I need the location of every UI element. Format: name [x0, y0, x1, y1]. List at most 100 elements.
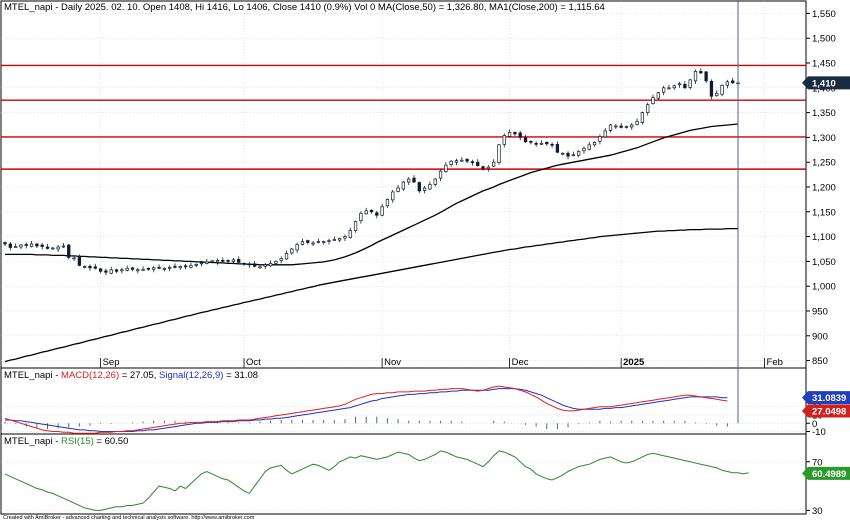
signal-value: = 31.08 — [223, 370, 258, 381]
candle-up — [422, 187, 427, 191]
candle-up — [83, 265, 87, 268]
candle-up — [258, 266, 262, 269]
candle-up — [194, 263, 198, 266]
candle-down — [173, 265, 177, 268]
candle-up — [640, 112, 645, 123]
candle-up — [603, 130, 607, 138]
candle-down — [566, 152, 570, 157]
candle-down — [513, 132, 517, 135]
macd-grid — [1, 406, 806, 432]
candle-up — [152, 267, 156, 270]
candle-up — [486, 166, 491, 169]
candle-down — [114, 269, 119, 272]
rsi-tick-label: 70 — [812, 457, 823, 468]
macd-value: = 27.05, — [119, 370, 159, 381]
candle-down — [481, 166, 485, 169]
candle-up — [667, 87, 671, 90]
candle-up — [136, 269, 140, 272]
candle-down — [545, 141, 549, 145]
candle-down — [619, 125, 623, 128]
signal-label: Signal(12,26,9) — [159, 370, 223, 381]
candle-down — [529, 141, 533, 143]
price-tick-label: 900 — [812, 331, 828, 342]
candle-up — [316, 241, 321, 243]
price-panel-title: MTEL_napi - Daily 2025. 02. 10. Open 140… — [4, 2, 605, 13]
rsi-line — [4, 450, 749, 511]
candle-up — [677, 83, 682, 86]
candle-up — [454, 160, 459, 163]
price-tick-label: 1,200 — [812, 182, 836, 193]
ma50-line — [5, 123, 739, 266]
candle-up — [284, 253, 289, 260]
x-tick-label: 2025 — [623, 357, 645, 368]
candle-down — [523, 137, 528, 143]
candle-up — [608, 124, 613, 131]
moving-averages — [4, 123, 739, 363]
price-tick-label: 1,250 — [812, 158, 836, 169]
candle-down — [104, 270, 108, 273]
candle-down — [704, 71, 708, 82]
candle-down — [8, 243, 12, 248]
candle-up — [693, 71, 698, 82]
candle-up — [401, 181, 406, 190]
candle-down — [40, 244, 44, 247]
candle-up — [168, 266, 172, 269]
price-tick-label: 1,050 — [812, 257, 836, 268]
candle-down — [130, 267, 135, 270]
candle-up — [56, 246, 60, 250]
x-tick-label: Sep — [103, 357, 120, 368]
candle-up — [322, 241, 326, 243]
candle-down — [93, 266, 97, 269]
candle-up — [646, 104, 650, 113]
candle-up — [141, 268, 145, 271]
candle-up — [279, 258, 283, 261]
candle-down — [183, 265, 188, 268]
candle-up — [444, 164, 448, 172]
candle-up — [715, 92, 719, 97]
candle-up — [539, 142, 544, 145]
rsi-line — [4, 450, 749, 511]
candle-up — [72, 257, 76, 260]
candle-down — [470, 161, 475, 164]
candle-up — [13, 246, 18, 248]
candle-up — [497, 144, 501, 164]
candle-down — [237, 259, 241, 263]
macd-histogram — [4, 0, 739, 430]
macd-title-prefix: MTEL_napi - — [4, 370, 61, 381]
candle-up — [120, 269, 124, 272]
candle-up — [274, 261, 278, 264]
candle-up — [337, 238, 342, 241]
price-tick-label: 850 — [812, 356, 828, 367]
price-tick-label: 1,350 — [812, 108, 836, 119]
candle-down — [252, 263, 257, 267]
last-price-badge-bg — [802, 76, 850, 90]
candle-up — [502, 135, 506, 145]
candle-down — [555, 143, 560, 153]
price-tick-label: 1,300 — [812, 133, 836, 144]
candle-up — [61, 245, 66, 248]
candle-down — [417, 182, 421, 192]
candle-up — [29, 243, 34, 247]
candle-down — [247, 263, 251, 266]
candle-up — [651, 97, 655, 105]
rsi-grid — [1, 461, 806, 511]
candle-up — [210, 260, 214, 263]
price-tick-label: 1,550 — [812, 9, 836, 20]
price-tick-label: 1,450 — [812, 58, 836, 69]
candle-up — [661, 87, 666, 93]
candle-up — [582, 147, 586, 152]
candle-up — [332, 239, 336, 241]
candle-down — [550, 143, 554, 146]
candle-up — [311, 242, 315, 245]
signal-value-badge-bg — [802, 391, 850, 405]
candle-down — [375, 212, 379, 216]
candle-up — [162, 267, 166, 270]
candle-down — [518, 132, 522, 138]
candle-up — [231, 259, 236, 262]
macd-label: MACD(12,26) — [61, 370, 119, 381]
candle-up — [428, 184, 432, 190]
candle-down — [465, 158, 469, 162]
candle-up — [624, 126, 629, 128]
macd-value-badge-bg — [802, 404, 850, 418]
